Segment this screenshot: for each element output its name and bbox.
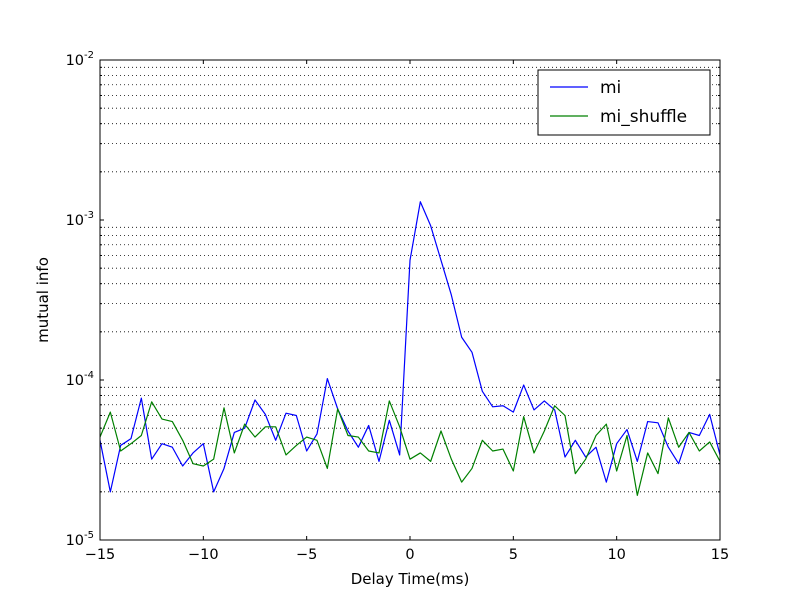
y-tick-base: 10	[66, 53, 84, 69]
y-tick-label: 10-3	[66, 210, 94, 229]
x-tick-label: 15	[711, 547, 729, 563]
x-tick-label: 5	[509, 547, 518, 563]
y-tick-exponent: -3	[84, 210, 94, 221]
x-tick-label: −5	[296, 547, 317, 563]
y-tick-base: 10	[66, 213, 84, 229]
series-line-mi-shuffle	[100, 400, 720, 496]
legend-frame	[537, 69, 711, 136]
x-tick-label: −10	[188, 547, 219, 563]
legend-label-mi: mi	[600, 78, 621, 98]
y-tick-labels: 10-510-410-310-2	[66, 50, 94, 549]
x-tick-label: −15	[85, 547, 116, 563]
y-tick-base: 10	[66, 373, 84, 389]
plot-area-background	[100, 60, 720, 540]
series-line-mi	[100, 201, 720, 493]
y-tick-label: 10-4	[66, 370, 94, 389]
legend: mi mi_shuffle	[537, 69, 711, 136]
y-axis-label: mutual info	[34, 257, 52, 343]
y-tick-base: 10	[66, 533, 84, 549]
x-axis-label: Delay Time(ms)	[351, 570, 470, 588]
y-tick-exponent: -2	[84, 50, 94, 61]
y-tick-label: 10-5	[66, 530, 94, 549]
y-tick-exponent: -5	[84, 530, 94, 541]
legend-label-mi-shuffle: mi_shuffle	[600, 107, 687, 127]
series-layer	[100, 201, 720, 496]
x-tick-labels: −15 −10 −5 0 5 10 15	[85, 547, 730, 563]
plot-frame	[99, 59, 721, 541]
x-tick-label: 10	[607, 547, 625, 563]
y-tick-exponent: -4	[84, 370, 94, 381]
y-tick-label: 10-2	[66, 50, 94, 69]
x-tick-label: 0	[405, 547, 414, 563]
